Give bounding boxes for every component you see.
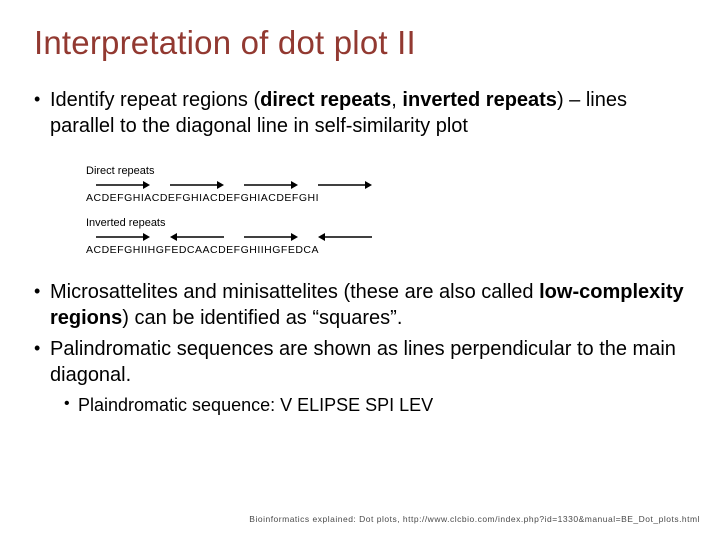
text-bold: inverted repeats <box>402 89 557 111</box>
arrow-left-icon <box>318 232 372 240</box>
slide: Interpretation of dot plot II Identify r… <box>0 0 720 540</box>
bullet-list-2: Microsattelites and minisattelites (thes… <box>34 280 692 417</box>
text: Palindromatic sequences are shown as lin… <box>50 338 676 386</box>
text-bold: direct repeats <box>260 89 391 111</box>
direct-repeats-label: Direct repeats <box>86 165 426 177</box>
bullet-list: Identify repeat regions (direct repeats,… <box>34 88 692 139</box>
text: ) can be identified as “squares”. <box>122 307 402 329</box>
arrow-right-icon <box>170 180 224 188</box>
footer-citation: Bioinformatics explained: Dot plots, htt… <box>249 514 700 524</box>
arrow-right-icon <box>244 232 298 240</box>
arrow-right-icon <box>244 180 298 188</box>
bullet-repeats: Identify repeat regions (direct repeats,… <box>34 88 692 139</box>
text: Identify repeat regions ( <box>50 89 260 111</box>
page-title: Interpretation of dot plot II <box>34 24 692 62</box>
direct-sequence: ACDEFGHIACDEFGHIACDEFGHIACDEFGHI <box>86 192 319 204</box>
repeats-diagram: Direct repeats ACDEFGHIACDEFGHIACDEFGHIA… <box>86 165 426 258</box>
sub-bullet-list: Plaindromatic sequence: V ELIPSE SPI LEV <box>50 393 692 417</box>
bullet-microsats: Microsattelites and minisattelites (thes… <box>34 280 692 331</box>
direct-repeats-row: ACDEFGHIACDEFGHIACDEFGHIACDEFGHI <box>86 180 426 206</box>
arrow-right-icon <box>96 180 150 188</box>
inverted-sequence: ACDEFGHIIHGFEDCAACDEFGHIIHGFEDCA <box>86 244 319 256</box>
inverted-repeats-label: Inverted repeats <box>86 217 426 229</box>
bullet-palindrome: Palindromatic sequences are shown as lin… <box>34 337 692 416</box>
arrow-left-icon <box>170 232 224 240</box>
inverted-repeats-row: ACDEFGHIIHGFEDCAACDEFGHIIHGFEDCA <box>86 232 426 258</box>
text: , <box>391 89 402 111</box>
sub-bullet-palindrome-example: Plaindromatic sequence: V ELIPSE SPI LEV <box>64 393 692 417</box>
text: Microsattelites and minisattelites (thes… <box>50 281 539 303</box>
arrow-right-icon <box>96 232 150 240</box>
arrow-right-icon <box>318 180 372 188</box>
